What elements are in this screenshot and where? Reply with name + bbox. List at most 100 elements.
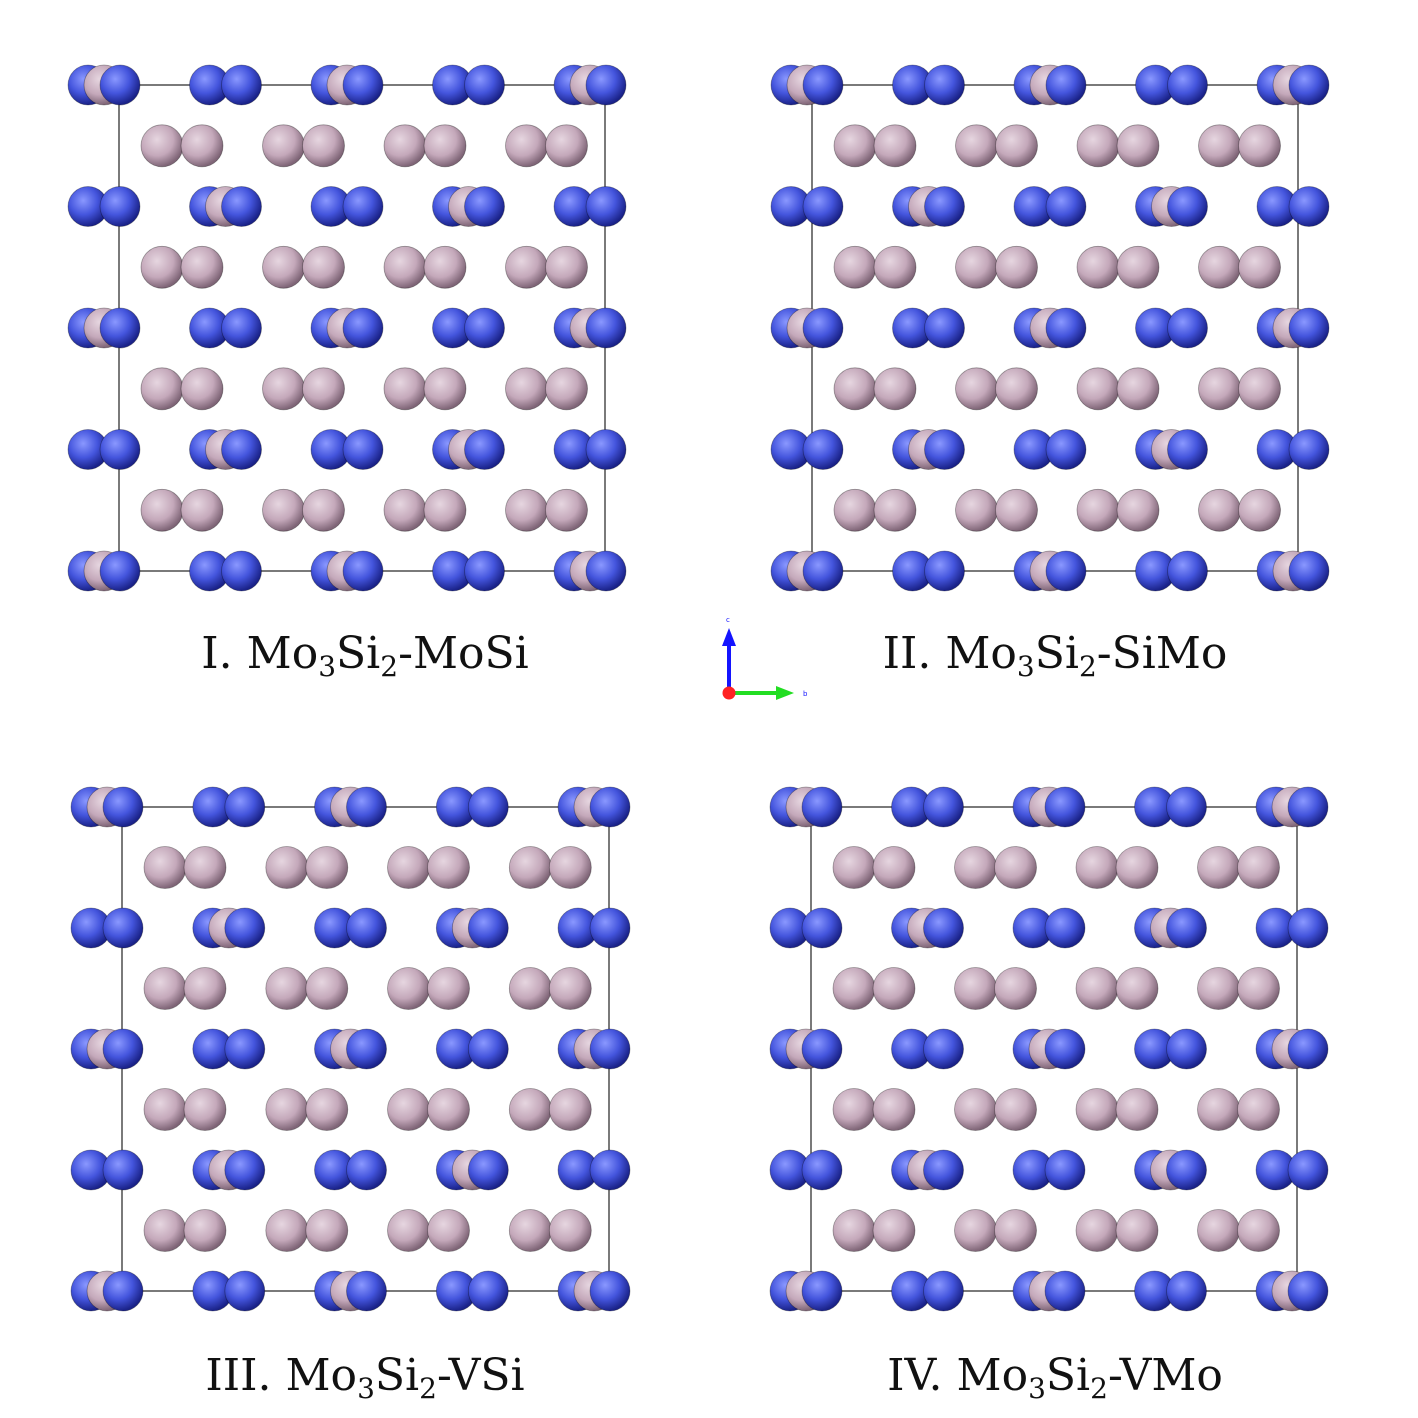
mo-atom	[1076, 245, 1120, 289]
si-atom	[346, 786, 387, 828]
mo-atom	[305, 1088, 349, 1131]
si-atom	[585, 64, 627, 106]
mo-atom	[955, 367, 998, 411]
si-atom	[102, 1270, 144, 1312]
si-atom	[1045, 64, 1087, 106]
mo-atom	[1198, 245, 1241, 289]
mo-atom	[183, 846, 227, 889]
mo-atom	[833, 245, 877, 289]
mo-atom	[872, 967, 916, 1010]
mo-atom	[1237, 967, 1280, 1010]
atoms-panel-3	[70, 786, 631, 1312]
mo-atom	[180, 124, 224, 168]
si-atom	[224, 1149, 266, 1191]
mo-atom	[833, 367, 877, 411]
mo-atom	[954, 846, 997, 889]
mo-atom	[423, 245, 467, 289]
mo-atom	[265, 846, 309, 889]
mo-atom	[262, 245, 305, 289]
si-atom	[99, 64, 141, 106]
si-atom	[467, 907, 509, 949]
caption-3: III. Mo3Si2-VSi	[205, 1350, 524, 1405]
mo-atom	[1076, 488, 1120, 532]
mo-atom	[873, 124, 917, 168]
si-atom	[801, 907, 843, 949]
si-atom	[102, 786, 144, 828]
si-atom	[924, 550, 965, 592]
mo-atom	[183, 1088, 227, 1131]
si-atom	[464, 64, 505, 106]
mo-atom	[427, 1209, 470, 1252]
mo-atom	[548, 846, 592, 889]
mo-atom	[1197, 1088, 1240, 1131]
si-atom	[1166, 1028, 1207, 1070]
mo-atom	[180, 245, 224, 289]
mo-atom	[302, 367, 345, 411]
si-atom	[102, 1028, 144, 1070]
si-atom	[1288, 550, 1330, 592]
mo-atom	[832, 846, 876, 889]
si-atom	[923, 1149, 964, 1191]
mo-atom	[1076, 367, 1120, 411]
si-atom	[346, 907, 387, 949]
si-atom	[464, 550, 505, 592]
mo-atom	[994, 967, 1037, 1010]
si-atom	[589, 907, 631, 949]
mo-atom	[1238, 367, 1281, 411]
mo-atom	[423, 367, 467, 411]
si-atom	[467, 1270, 509, 1312]
si-atom	[342, 186, 384, 227]
si-atom	[589, 1270, 631, 1312]
axis-a-origin	[722, 686, 736, 700]
mo-atom	[873, 488, 917, 532]
si-atom	[467, 1028, 509, 1070]
mo-atom	[994, 1088, 1037, 1131]
si-atom	[801, 1028, 843, 1070]
mo-atom	[545, 367, 588, 411]
si-atom	[467, 786, 509, 828]
atoms-panel-4	[769, 786, 1329, 1312]
si-atom	[1167, 64, 1208, 106]
mo-atom	[1197, 1209, 1240, 1252]
si-atom	[802, 186, 844, 227]
mo-atom	[180, 488, 224, 532]
panel-3: III. Mo3Si2-VSi	[70, 786, 631, 1405]
si-atom	[923, 907, 964, 949]
mo-atom	[140, 367, 184, 411]
si-atom	[221, 64, 262, 106]
panel-2: II. Mo3Si2-SiMo	[770, 64, 1330, 683]
mo-atom	[955, 124, 998, 168]
caption-4: IV. Mo3Si2-VMo	[887, 1350, 1223, 1405]
mo-atom	[995, 367, 1038, 411]
mo-atom	[1198, 124, 1241, 168]
mo-atom	[1116, 488, 1160, 532]
mo-atom	[508, 1209, 552, 1252]
si-atom	[1167, 429, 1208, 470]
mo-atom	[183, 1209, 227, 1252]
si-atom	[467, 1149, 509, 1191]
si-atom	[1287, 1028, 1329, 1070]
mo-atom	[262, 367, 305, 411]
si-atom	[1288, 64, 1330, 106]
si-atom	[99, 307, 141, 349]
panel-4: IV. Mo3Si2-VMo	[769, 786, 1329, 1405]
mo-atom	[427, 846, 470, 889]
si-atom	[1167, 186, 1208, 227]
mo-atom	[545, 124, 588, 168]
si-atom	[924, 307, 965, 349]
mo-atom	[1075, 967, 1119, 1010]
si-atom	[102, 1149, 144, 1191]
mo-atom	[873, 367, 917, 411]
mo-atom	[302, 245, 345, 289]
mo-atom	[265, 1209, 309, 1252]
si-atom	[1167, 550, 1208, 592]
mo-atom	[994, 846, 1037, 889]
si-atom	[1166, 786, 1207, 828]
si-atom	[464, 429, 505, 470]
mo-atom	[140, 488, 184, 532]
si-atom	[224, 786, 266, 828]
mo-atom	[954, 1209, 997, 1252]
si-atom	[923, 1270, 964, 1312]
si-atom	[1044, 1028, 1086, 1070]
si-atom	[221, 186, 262, 227]
